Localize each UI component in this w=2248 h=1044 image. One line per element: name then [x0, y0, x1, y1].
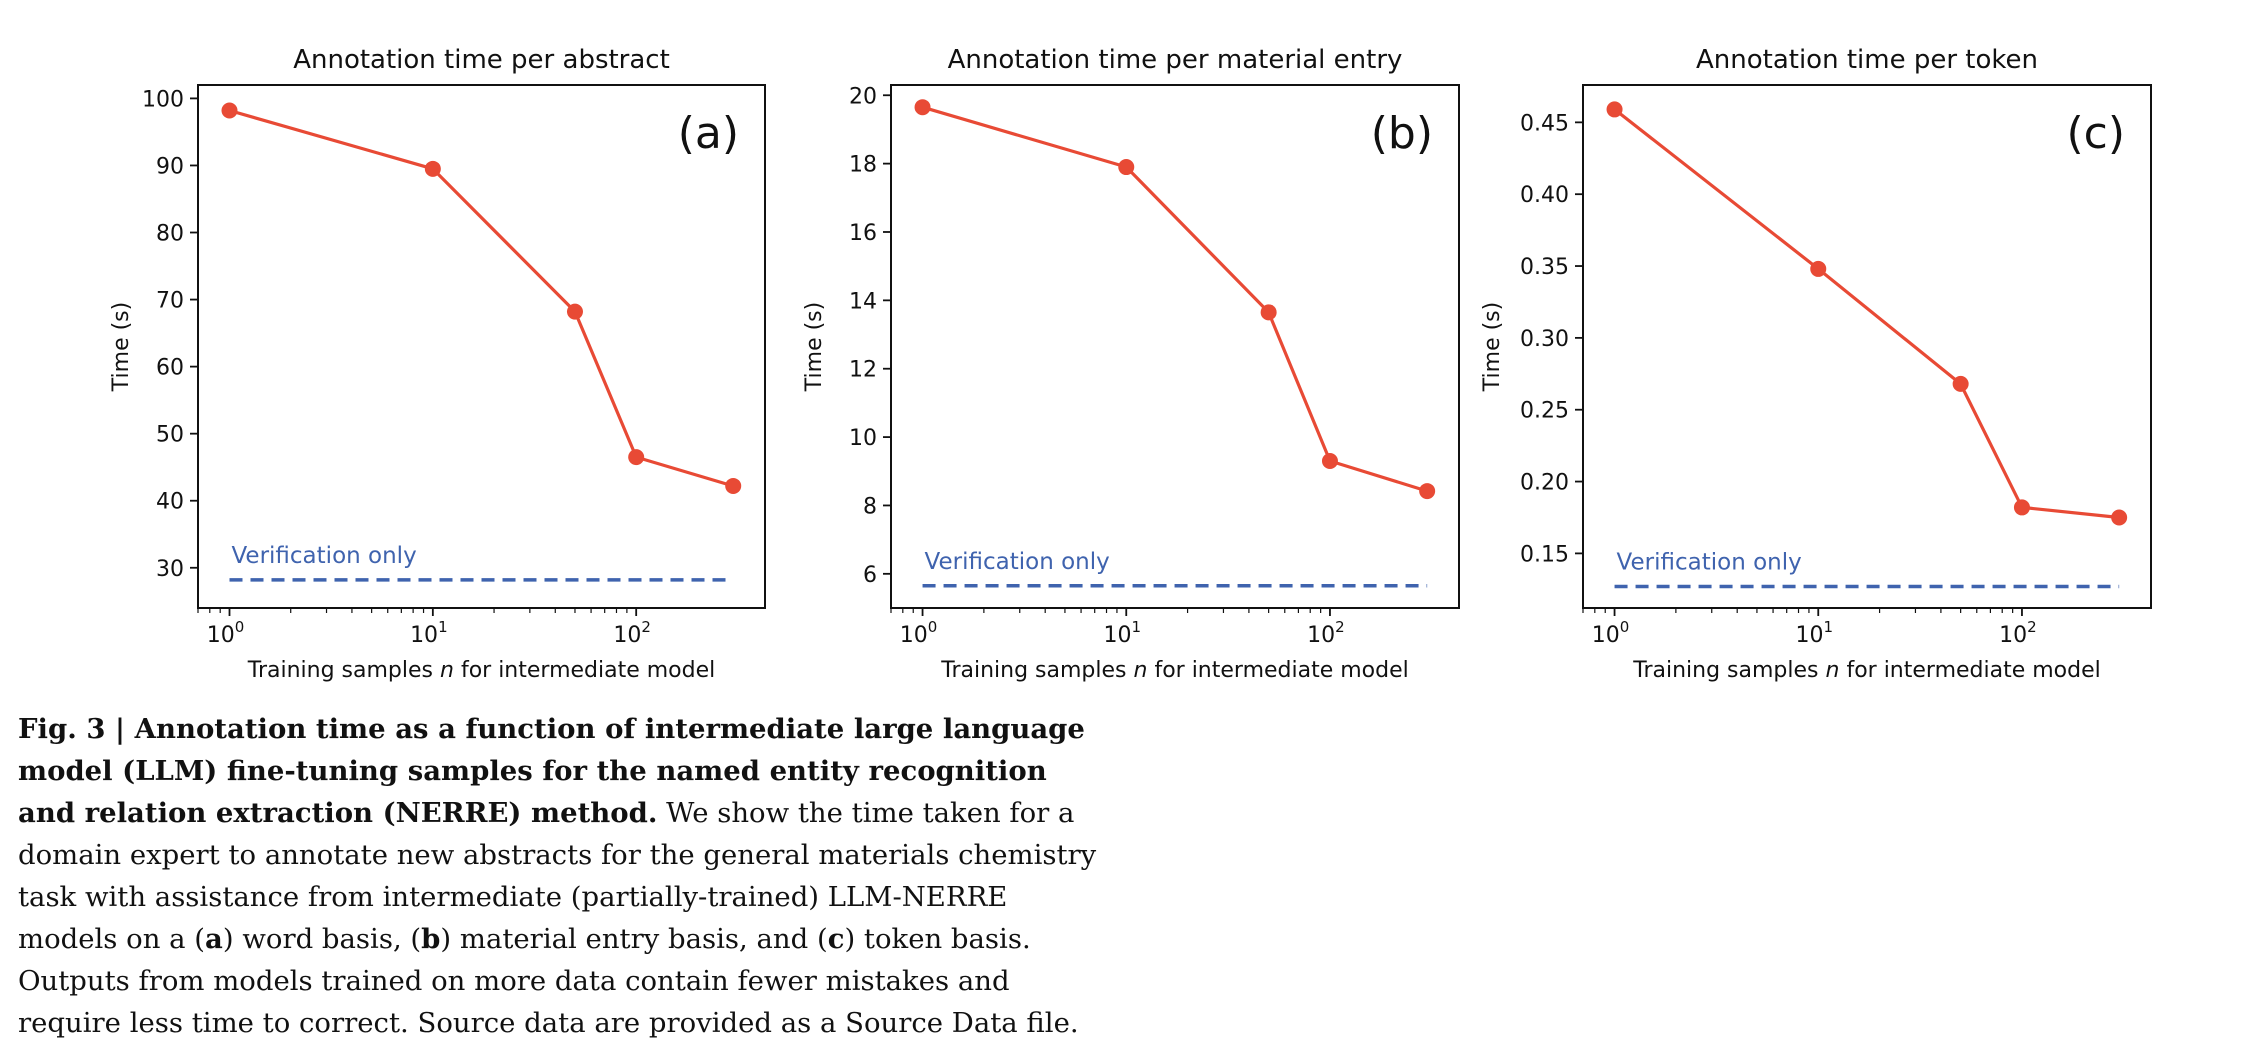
data-point [1118, 159, 1135, 176]
caption-text: ) word basis, ( [222, 923, 422, 955]
y-tick-label: 50 [156, 423, 184, 448]
plot-frame [890, 84, 1460, 609]
x-tick-label: 101 [1795, 618, 1833, 648]
y-tick-label: 60 [156, 356, 184, 381]
caption-ref-b: b [421, 923, 441, 955]
y-tick-label: 0.20 [1520, 471, 1569, 496]
caption-ref-c: c [827, 923, 845, 955]
data-point [628, 449, 645, 466]
series-line [229, 108, 734, 488]
chart-title: Annotation time per abstract [293, 45, 670, 75]
y-axis-label: Time (s) [109, 302, 134, 392]
caption-figure-label: Fig. 3 | Annotation time as a function o… [18, 713, 1085, 829]
caption-text: ) material entry basis, and ( [440, 923, 828, 955]
y-tick-label: 14 [849, 289, 877, 314]
verification-only-label: Verification only [231, 543, 416, 569]
data-point [2111, 509, 2128, 526]
y-tick-label: 0.45 [1520, 111, 1569, 136]
y-tick-label: 8 [863, 494, 877, 519]
data-point [1952, 375, 1969, 392]
y-tick-label: 100 [142, 87, 184, 112]
chart-panel-2: Annotation time per material entry (b) 6 8 1… [802, 45, 1460, 683]
data-point [1810, 260, 1827, 277]
figure-charts: Annotation time per abstract (a) 30 40 50 60 7… [109, 45, 2152, 683]
chart-panel-3: Annotation time per token (c) 0.15 0.20 0.25… [1480, 45, 2152, 683]
series-line [922, 105, 1428, 493]
y-tick-label: 10 [849, 426, 877, 451]
x-tick-label: 102 [1999, 618, 2037, 648]
data-point [2013, 499, 2030, 516]
chart-panel-1: Annotation time per abstract (a) 30 40 50 60 7… [109, 45, 766, 683]
data-point [221, 102, 238, 119]
y-tick-label: 16 [849, 221, 877, 246]
panel-label: (a) [678, 108, 739, 159]
figure-caption: Fig. 3 | Annotation time as a function o… [18, 708, 1098, 1044]
plot-frame [1582, 84, 2152, 609]
data-point [566, 303, 583, 320]
data-point [1260, 304, 1277, 321]
y-tick-label: 70 [156, 289, 184, 314]
y-tick-label: 0.15 [1520, 542, 1569, 567]
x-tick-label: 102 [1307, 618, 1345, 648]
x-tick-label: 102 [613, 618, 651, 648]
data-point [1321, 453, 1338, 470]
plot-frame [197, 84, 766, 609]
x-tick-label: 100 [900, 618, 938, 648]
x-tick-label: 101 [1103, 618, 1141, 648]
y-tick-label: 80 [156, 222, 184, 247]
verification-only-label: Verification only [1617, 549, 1802, 575]
y-tick-label: 12 [849, 358, 877, 383]
y-tick-label: 0.40 [1520, 183, 1569, 208]
x-tick-label: 100 [1592, 618, 1630, 648]
y-axis-label: Time (s) [1480, 302, 1505, 392]
x-tick-label: 101 [410, 618, 448, 648]
data-point [725, 477, 742, 494]
x-tick-label: 100 [207, 618, 245, 648]
verification-only-label: Verification only [925, 549, 1110, 575]
y-tick-label: 30 [156, 557, 184, 582]
y-tick-label: 0.35 [1520, 255, 1569, 280]
y-tick-label: 18 [849, 153, 877, 178]
chart-title: Annotation time per token [1696, 45, 2038, 75]
y-tick-label: 20 [849, 84, 877, 109]
panel-label: (b) [1371, 108, 1433, 159]
y-axis-label: Time (s) [802, 302, 827, 392]
series-line [1613, 108, 2120, 520]
x-axis-label: Training samples n for intermediate mode… [940, 658, 1409, 683]
y-tick-label: 0.25 [1520, 399, 1569, 424]
data-point [424, 160, 441, 177]
y-tick-label: 0.30 [1520, 327, 1569, 352]
panel-label: (c) [2066, 108, 2125, 159]
y-tick-label: 6 [863, 563, 877, 588]
x-axis-label: Training samples n for intermediate mode… [247, 658, 716, 683]
data-point [1606, 101, 1623, 118]
chart-title: Annotation time per material entry [948, 45, 1403, 75]
x-axis-label: Training samples n for intermediate mode… [1632, 658, 2101, 683]
y-tick-label: 90 [156, 154, 184, 179]
data-point [914, 99, 931, 116]
caption-ref-a: a [205, 923, 223, 955]
y-tick-label: 40 [156, 490, 184, 515]
data-point [1419, 483, 1436, 500]
